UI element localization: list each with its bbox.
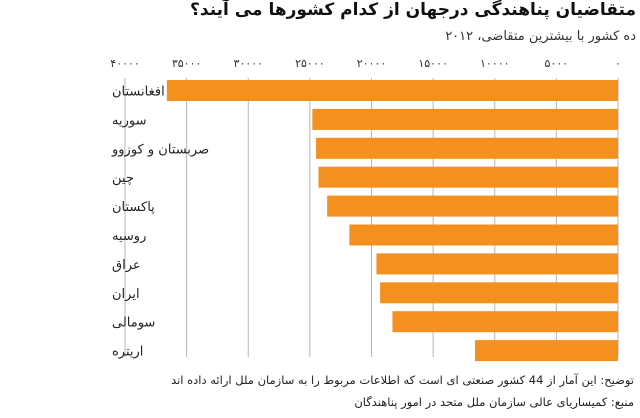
bar	[392, 311, 618, 333]
x-tick-label: ۲۵۰۰۰	[295, 57, 325, 70]
bar	[376, 253, 618, 275]
category-label: روسیه	[112, 229, 146, 244]
bar	[349, 224, 618, 246]
x-tick-label: ۱۵۰۰۰	[418, 57, 448, 70]
bar	[475, 340, 618, 362]
chart-subtitle: ده کشور با بیشترین متقاضی، ۲۰۱۲	[445, 29, 636, 44]
bar	[318, 166, 618, 188]
x-tick-label: ۲۰۰۰۰	[357, 57, 387, 70]
chart-title: متقاضیان پناهندگی درجهان از کدام کشورها …	[190, 0, 636, 20]
source-note: منبع: کمیساریای عالی سازمان ملل متحد در …	[354, 395, 634, 409]
category-label: پاکستان	[112, 200, 155, 215]
bar	[316, 137, 618, 159]
bar	[312, 108, 618, 130]
x-tick-label: ۵۰۰۰	[545, 57, 569, 70]
category-label: عراق	[112, 258, 141, 273]
category-label: صربستان و کوزوو	[111, 142, 209, 157]
category-label: اریتره	[112, 345, 143, 360]
category-label: ایران	[112, 287, 140, 302]
category-label: سومالی	[112, 316, 155, 331]
bar	[166, 80, 618, 101]
bar	[380, 282, 618, 304]
x-tick-label: ۱۰۰۰۰	[480, 57, 510, 70]
category-labels: افغانستان سوریه صربستان و کوزوو چین پاکستان ر…	[111, 85, 209, 360]
x-tick-label: ۴۰۰۰۰	[110, 57, 140, 70]
x-tick-label: ۳۵۰۰۰	[172, 57, 202, 70]
category-label: چین	[112, 171, 134, 186]
x-tick-labels: ۰ ۵۰۰۰ ۱۰۰۰۰ ۱۵۰۰۰ ۲۰۰۰۰ ۲۵۰۰۰ ۳۰۰۰۰ ۳۵۰۰۰ ۴۰۰۰۰	[110, 57, 621, 70]
bars	[166, 80, 618, 362]
bar	[327, 195, 618, 217]
footnote: توضیح: این آمار از 44 کشور صنعتی ای است …	[171, 373, 634, 387]
category-label: سوریه	[112, 113, 146, 128]
bar-chart: ۰ ۵۰۰۰ ۱۰۰۰۰ ۱۵۰۰۰ ۲۰۰۰۰ ۲۵۰۰۰ ۳۰۰۰۰ ۳۵۰۰۰ ۴۰۰۰۰…	[110, 57, 621, 362]
x-tick-label: ۰	[615, 57, 621, 70]
category-label: افغانستان	[112, 85, 165, 100]
x-tick-label: ۳۰۰۰۰	[233, 57, 263, 70]
